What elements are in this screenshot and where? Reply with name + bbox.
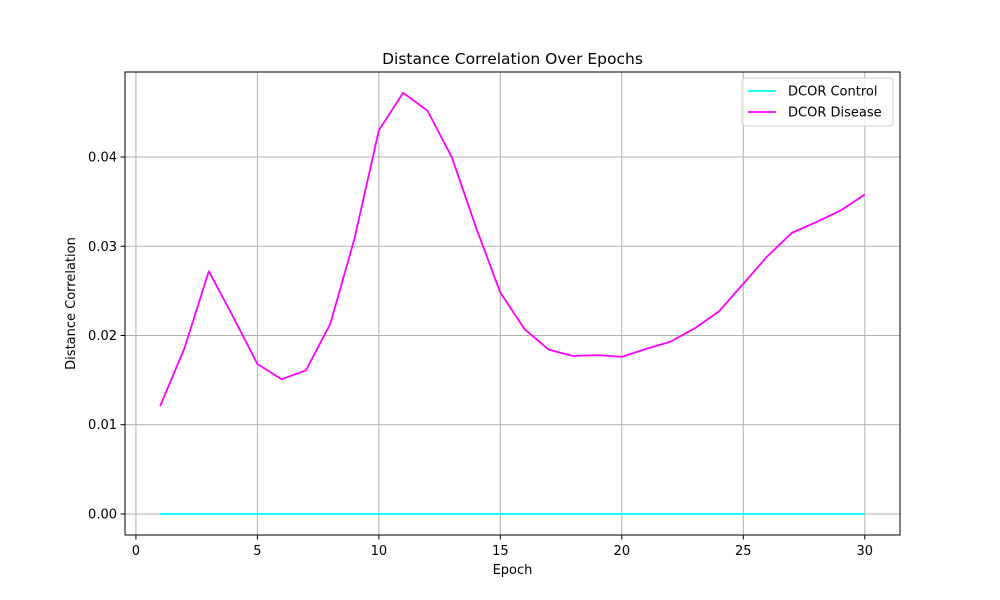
x-tick-label: 20 bbox=[614, 544, 631, 559]
x-axis-title: Epoch bbox=[493, 563, 533, 578]
legend: DCOR Control DCOR Disease bbox=[741, 77, 894, 127]
series-lines bbox=[159, 91, 866, 515]
x-tick-label: 10 bbox=[371, 544, 388, 559]
y-tick-label: 0.02 bbox=[88, 329, 117, 344]
x-tick-label: 15 bbox=[492, 544, 509, 559]
y-axis-title: Distance Correlation bbox=[64, 237, 79, 370]
legend-label-dcor-control: DCOR Control bbox=[788, 85, 877, 100]
plot-frame bbox=[124, 71, 901, 536]
x-tick-label: 30 bbox=[856, 544, 873, 559]
y-tick-label: 0.04 bbox=[88, 151, 117, 166]
series-line-dcor-disease bbox=[159, 91, 866, 407]
legend-label-dcor-disease: DCOR Disease bbox=[788, 106, 882, 121]
chart-title: Distance Correlation Over Epochs bbox=[382, 50, 643, 68]
x-tick-label: 25 bbox=[735, 544, 752, 559]
x-tick-label: 5 bbox=[253, 544, 261, 559]
y-tick-label: 0.03 bbox=[88, 240, 117, 255]
y-tick-label: 0.00 bbox=[88, 507, 117, 522]
legend-frame bbox=[741, 77, 894, 127]
x-tick-label: 0 bbox=[132, 544, 140, 559]
axis-ticks: 0 5 10 15 20 25 30 0.00 0.01 0.02 0.03 0.04 bbox=[88, 151, 873, 559]
y-tick-label: 0.01 bbox=[88, 418, 117, 433]
